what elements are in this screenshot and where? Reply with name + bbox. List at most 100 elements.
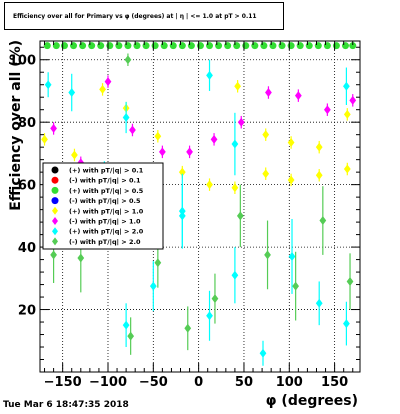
data-point-diamond	[50, 250, 57, 260]
data-point-diamond	[206, 311, 213, 321]
data-point	[323, 42, 331, 50]
data-point-diamond	[178, 206, 186, 216]
y-axis-label: Efficiency over all (%)	[8, 40, 24, 211]
legend-entry: (-) with pT/|q| > 1.0	[69, 218, 141, 227]
legend-entry: (+) with pT/|q| > 1.0	[69, 207, 144, 216]
data-point-diamond	[231, 139, 239, 149]
y-tick-label: 20	[18, 304, 36, 319]
data-point-diamond	[315, 170, 323, 180]
chart-title: Efficiency over all for Primary vs φ (de…	[4, 2, 284, 30]
y-tick-label: 60	[18, 179, 36, 194]
data-point-diamond	[287, 137, 295, 147]
data-point	[251, 42, 259, 50]
data-point-diamond	[206, 180, 213, 190]
data-point-diamond	[44, 80, 52, 90]
data-point	[305, 42, 313, 50]
data-point-diamond	[346, 276, 354, 286]
legend-marker	[51, 176, 59, 184]
data-point	[169, 42, 177, 50]
data-point	[341, 42, 349, 50]
data-point-diamond	[127, 331, 135, 341]
data-point-diamond	[178, 167, 186, 177]
data-point-diamond	[104, 77, 112, 87]
data-point-diamond	[154, 258, 162, 268]
data-point-diamond	[343, 319, 350, 329]
x-tick-label: 100	[276, 375, 303, 390]
data-point	[206, 42, 214, 50]
timestamp: Tue Mar 6 18:47:35 2018	[3, 400, 129, 410]
data-point	[314, 42, 322, 50]
data-point	[160, 42, 168, 50]
legend-entry: (-) with pT/|q| > 2.0	[69, 238, 141, 247]
x-tick-label: 50	[235, 375, 253, 390]
data-point-diamond	[122, 113, 130, 123]
data-point-diamond	[129, 125, 136, 135]
legend-box	[42, 162, 164, 250]
axis-ticks: −150 −100 −50 0 50 100 150 20 40 60 80 100	[9, 41, 360, 390]
x-axis-label: φ (degrees)	[266, 393, 358, 409]
x-tick-label: 150	[321, 375, 348, 390]
data-point	[187, 42, 195, 50]
data-point-diamond	[264, 250, 271, 260]
data-point	[151, 42, 159, 50]
data-point-diamond	[288, 251, 296, 261]
data-point-diamond	[41, 134, 48, 144]
data-point-diamond	[259, 348, 267, 358]
data-point-diamond	[265, 88, 272, 98]
data-point	[60, 42, 68, 50]
data-point	[224, 42, 232, 50]
data-point-diamond	[343, 81, 350, 91]
data-point-diamond	[159, 147, 166, 157]
data-point	[349, 42, 357, 50]
data-point	[332, 42, 340, 50]
data-point	[278, 42, 286, 50]
legend-entry: (+) with pT/|q| > 0.5	[69, 187, 144, 196]
data-point-diamond	[343, 109, 351, 119]
legend-entry: (+) with pT/|q| > 0.1	[69, 167, 144, 176]
data-point-diamond	[236, 211, 244, 221]
data-point-diamond	[315, 142, 323, 152]
data-point	[196, 42, 204, 50]
data-point-diamond	[50, 123, 57, 133]
legend-marker	[52, 237, 58, 246]
data-point-diamond	[68, 88, 76, 98]
legend-entry: (-) with pT/|q| > 0.1	[69, 177, 141, 186]
data-point	[269, 42, 277, 50]
data-point-diamond	[231, 270, 239, 280]
x-tick-label: −100	[89, 375, 127, 390]
data-point-diamond	[211, 294, 219, 304]
data-point	[115, 42, 123, 50]
data-point-diamond	[149, 281, 157, 291]
data-point-diamond	[231, 183, 239, 193]
legend-marker	[52, 227, 58, 236]
data-point-diamond	[343, 164, 351, 174]
data-point-diamond	[71, 150, 78, 160]
data-point	[178, 42, 186, 50]
data-point-diamond	[319, 216, 327, 226]
data-point	[43, 42, 51, 50]
data-point	[242, 42, 250, 50]
data-point-diamond	[154, 131, 162, 141]
data-point	[52, 42, 60, 50]
plot-frame	[39, 40, 361, 373]
data-point-diamond	[124, 55, 132, 65]
data-point-diamond	[77, 253, 85, 263]
legend-marker	[52, 206, 58, 215]
legend-entry: (+) with pT/|q| > 2.0	[69, 228, 144, 237]
data-point-diamond	[206, 70, 213, 80]
legend-marker	[51, 166, 59, 174]
data-point	[133, 42, 141, 50]
data-point-diamond	[315, 298, 323, 308]
data-point	[70, 42, 78, 50]
legend-entry: (-) with pT/|q| > 0.5	[69, 197, 141, 206]
data-point	[79, 42, 87, 50]
data-point-diamond	[210, 134, 218, 144]
data-point	[296, 42, 304, 50]
data-point-diamond	[122, 320, 130, 330]
data-point-diamond	[323, 105, 331, 115]
x-tick-label: −50	[139, 375, 168, 390]
data-point-diamond	[294, 91, 302, 101]
data-point-diamond	[262, 130, 270, 140]
data-point-diamond	[237, 117, 245, 127]
